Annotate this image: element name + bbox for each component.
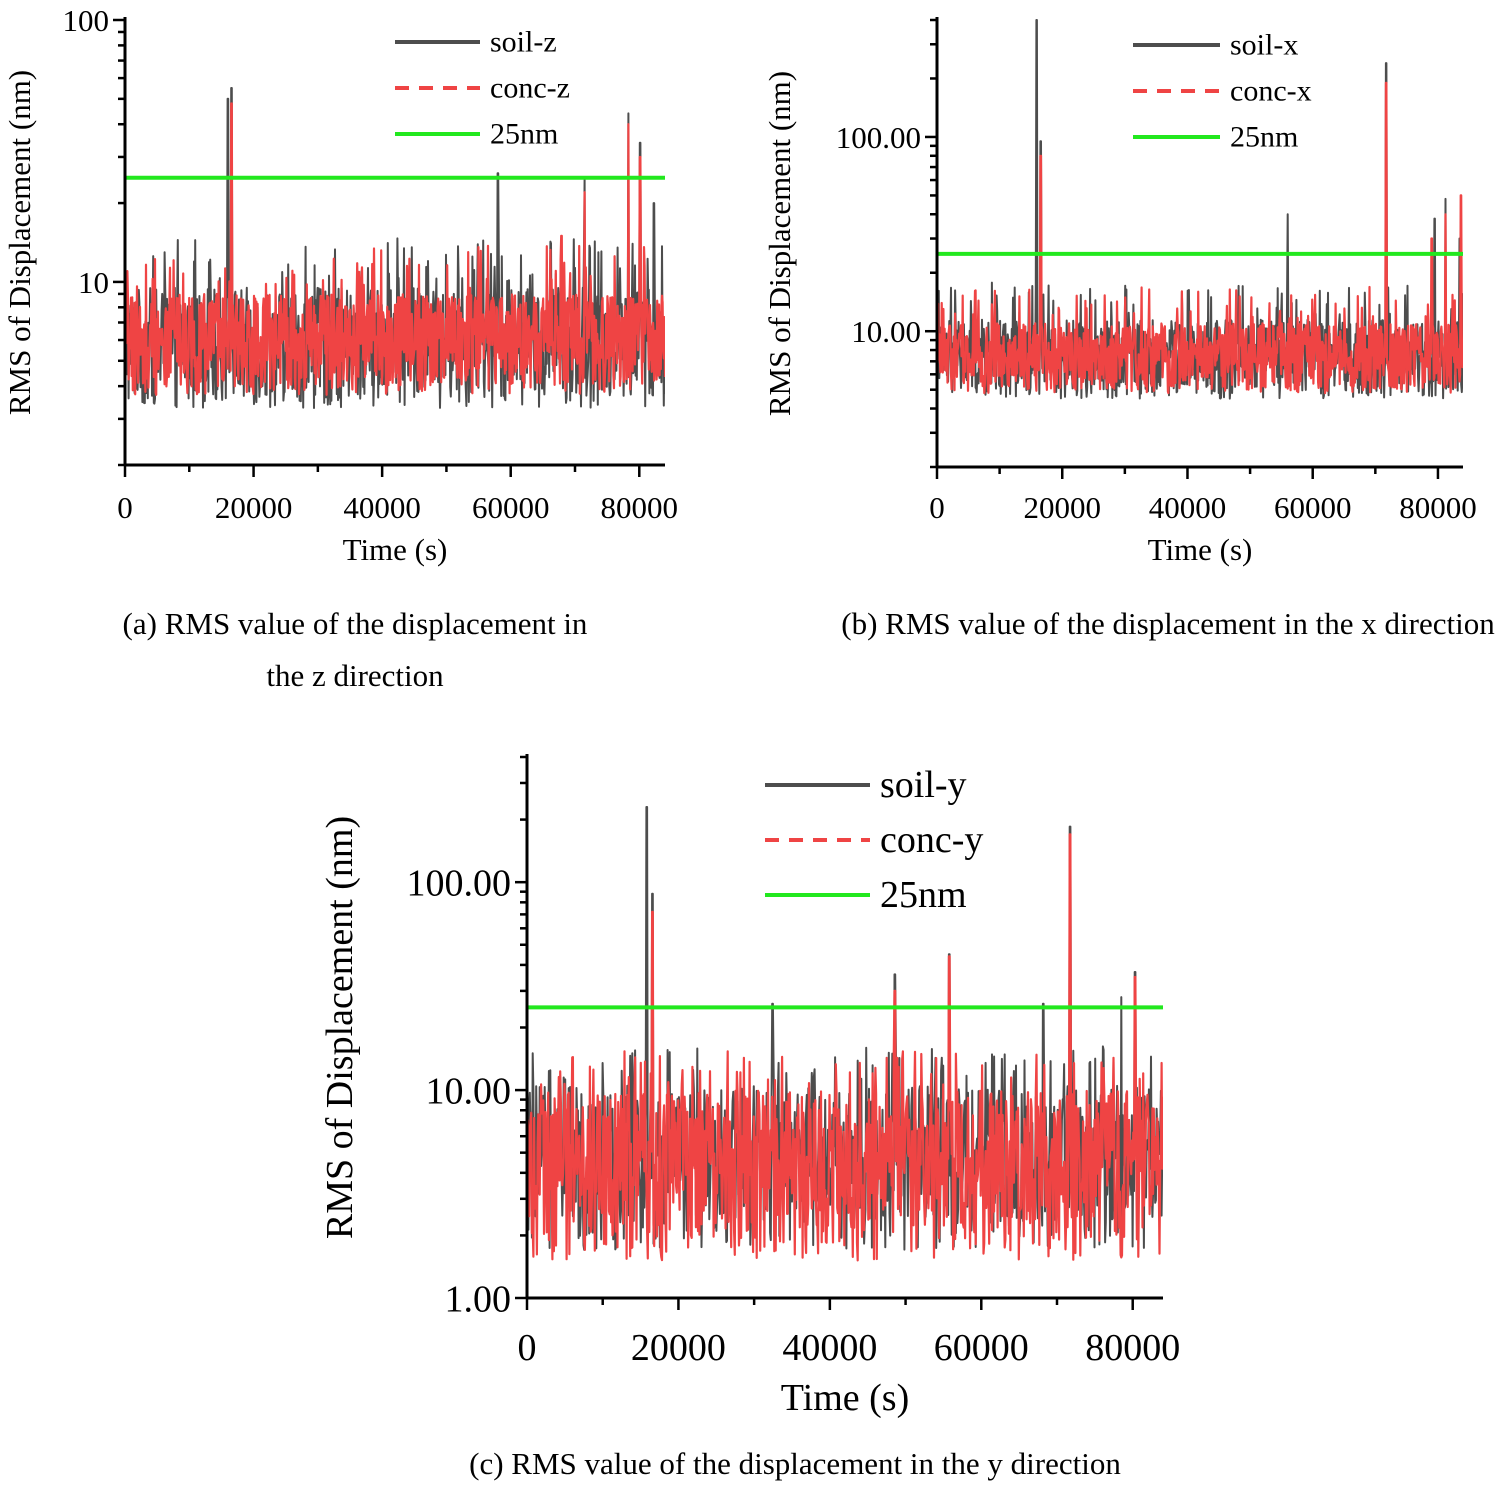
plot-area [527,806,1163,1262]
legend-label-25nm: 25nm [490,118,558,151]
legend: soil-x conc-x 25nm [1133,29,1312,154]
legend-label-soil-x: soil-x [1230,29,1298,62]
legend: soil-z conc-z 25nm [395,26,570,151]
legend-label-conc-x: conc-x [1230,75,1312,108]
x-tick-label: 60000 [1274,490,1352,525]
plot-area [125,87,665,409]
legend-label-soil-y: soil-y [880,764,967,806]
caption-c: (c) RMS value of the displacement in the… [469,1446,1121,1481]
y-tick-label: 100.00 [407,862,512,904]
x-axis-label: Time (s) [343,532,448,567]
series-conc-z [125,102,665,396]
x-tick-label: 80000 [601,490,679,525]
y-tick-label: 10 [78,265,109,300]
caption-a: (a) RMS value of the displacement in the… [122,606,588,693]
x-tick-label: 20000 [631,1327,726,1369]
y-axis-label: RMS of Displacement (nm) [319,816,361,1239]
x-tick-label: 40000 [1149,490,1227,525]
x-tick-label: 80000 [1399,490,1477,525]
caption-b: (b) RMS value of the displacement in the… [841,606,1495,641]
plot-area [937,19,1463,400]
figure: 0 20000 40000 60000 80000 10 100 Time (s) RMS of… [2,3,1477,1419]
y-tick-label: 10.00 [851,314,921,349]
y-axis-label: RMS of Displacement (nm) [762,71,797,416]
x-tick-label: 40000 [782,1327,877,1369]
x-tick-label: 80000 [1085,1327,1180,1369]
legend-label-conc-y: conc-y [880,819,983,861]
x-tick-label: 20000 [1023,490,1101,525]
chart-b: 0 20000 40000 60000 80000 10.00 100.00 Time (s)… [762,17,1477,567]
x-axis-label: Time (s) [781,1377,909,1419]
series-conc-x [937,81,1463,395]
x-tick-label: 60000 [472,490,550,525]
legend-label-25nm: 25nm [880,874,967,916]
x-tick-label: 40000 [343,490,421,525]
legend-label-soil-z: soil-z [490,26,557,59]
y-tick-label: 100 [63,3,110,38]
series-conc-y [527,833,1163,1262]
y-tick-label: 100.00 [836,120,921,155]
y-axis-label: RMS of Displacement (nm) [2,70,37,415]
y-tick-label: 10.00 [426,1070,512,1112]
x-axis-label: Time (s) [1148,532,1253,567]
legend-label-conc-z: conc-z [490,72,570,105]
legend: soil-y conc-y 25nm [765,764,983,916]
x-tick-label: 60000 [934,1327,1029,1369]
x-tick-label: 0 [518,1327,537,1369]
legend-label-25nm: 25nm [1230,121,1298,154]
chart-c: 0 20000 40000 60000 80000 1.00 10.00 100.00 Time… [319,754,1180,1419]
y-tick-label: 1.00 [445,1278,512,1320]
x-tick-label: 20000 [215,490,293,525]
x-tick-label: 0 [117,490,133,525]
chart-a: 0 20000 40000 60000 80000 10 100 Time (s) RMS of… [2,3,678,567]
x-tick-label: 0 [929,490,945,525]
